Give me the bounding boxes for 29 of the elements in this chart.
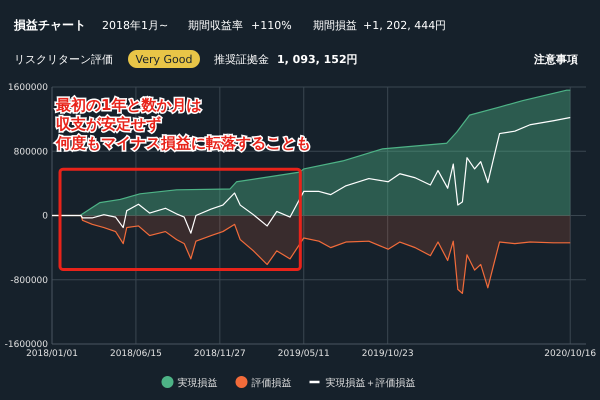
text: 2018年1月~: [102, 19, 168, 32]
chart-title: 損益チャート: [13, 18, 86, 32]
text: リスクリターン評価: [14, 53, 113, 66]
annotation: 収支が安定せず: [56, 115, 161, 133]
text: 期間収益率: [188, 19, 243, 32]
text: 1, 093, 152円: [277, 53, 358, 66]
y-tick-label: 1600000: [8, 83, 48, 93]
x-tick-label: 2018/06/15: [110, 349, 162, 359]
y-tick-label: -800000: [10, 276, 48, 286]
annotation: 最初の1年と数か月は: [55, 96, 202, 114]
annotation: 何度もマイナス損益に転落することも: [55, 134, 311, 152]
text: 推奨証拠金: [214, 53, 269, 66]
x-tick-label: 2018/01/01: [26, 349, 78, 359]
x-tick-label: 2018/11/27: [194, 349, 246, 359]
y-tick-label: -1600000: [4, 340, 48, 350]
legend-label: 実現損益: [178, 377, 218, 389]
text: Very Good: [136, 53, 192, 66]
text: +1, 202, 444円: [363, 19, 446, 32]
text: 期間損益: [313, 19, 357, 32]
x-tick-label: 2019/05/11: [278, 349, 330, 359]
x-tick-label: 2020/10/16: [544, 349, 596, 359]
legend-label: 評価損益: [252, 377, 292, 389]
y-tick-label: 0: [42, 212, 48, 222]
text: 注意事項: [533, 53, 578, 66]
y-tick-label: 800000: [14, 147, 48, 158]
line-series: [51, 116, 571, 234]
text: +110%: [251, 19, 292, 32]
legend-label: 実現損益＋評価損益: [326, 377, 416, 389]
x-tick-label: 2019/10/23: [362, 349, 414, 359]
